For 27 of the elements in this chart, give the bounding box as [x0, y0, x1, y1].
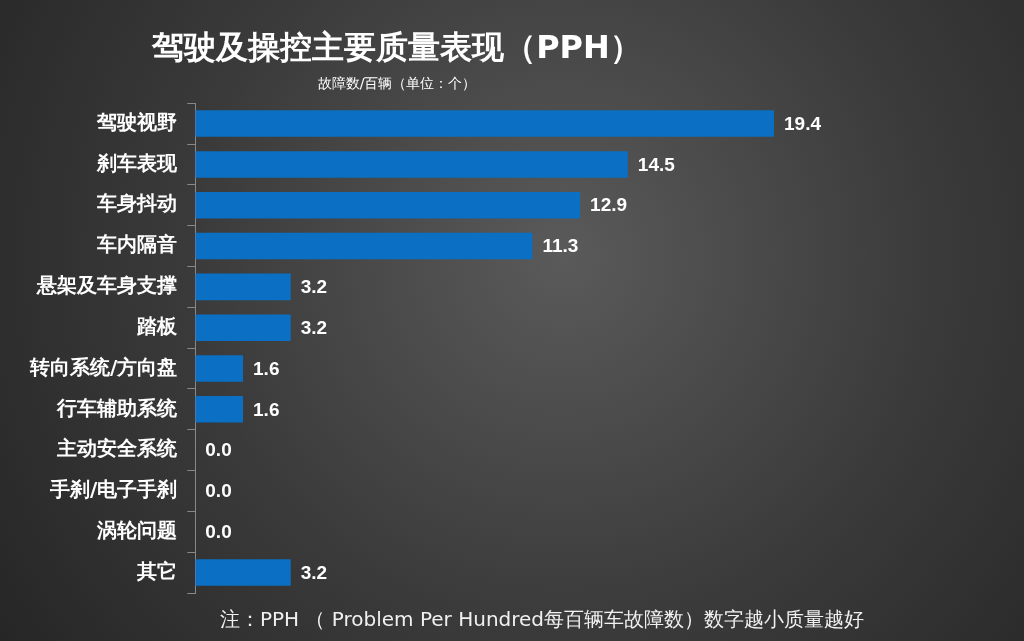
y-tick-label: 车身抖动 [96, 191, 178, 216]
data-label: 3.2 [300, 276, 328, 298]
data-label: 0.0 [205, 480, 232, 502]
y-tick-label: 行车辅助系统 [56, 395, 179, 420]
data-label: 14.5 [637, 153, 676, 175]
y-tick-label: 涡轮问题 [96, 517, 178, 542]
y-tick-label: 转向系统/方向盘 [28, 354, 178, 379]
chart-title: 驾驶及操控主要质量表现（PPH） [151, 27, 642, 66]
data-label: 12.9 [590, 194, 628, 216]
data-label: 1.6 [253, 398, 280, 420]
data-label: 11.3 [542, 235, 579, 257]
y-tick-label: 其它 [136, 558, 178, 583]
y-tick-label: 悬架及车身支撑 [36, 273, 178, 298]
data-label: 0.0 [205, 521, 232, 543]
data-label: 19.4 [784, 112, 822, 134]
y-tick-label: 刹车表现 [96, 150, 179, 175]
data-label: 1.6 [253, 357, 280, 379]
data-label: 3.2 [300, 316, 328, 338]
data-label: 0.0 [205, 439, 232, 461]
y-tick-label: 踏板 [136, 313, 179, 338]
y-tick-label: 主动安全系统 [56, 436, 179, 461]
y-tick-label: 手刹/电子手刹 [48, 477, 178, 502]
text: 注：PPH （ Problem Per Hundred每百辆车故障数）数字越小质量越好 [219, 607, 865, 632]
chart-subtitle: 故障数/百辆（单位：个） [317, 75, 477, 92]
data-label: 3.2 [300, 561, 328, 583]
y-tick-label: 车内隔音 [96, 232, 178, 257]
y-tick-label: 驾驶视野 [96, 109, 178, 134]
